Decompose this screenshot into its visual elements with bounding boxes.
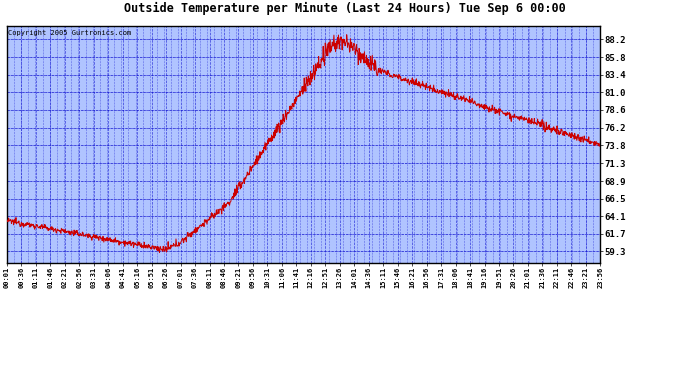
Text: Outside Temperature per Minute (Last 24 Hours) Tue Sep 6 00:00: Outside Temperature per Minute (Last 24 … [124, 2, 566, 15]
Text: Copyright 2005 Gurtronics.com: Copyright 2005 Gurtronics.com [8, 30, 131, 36]
